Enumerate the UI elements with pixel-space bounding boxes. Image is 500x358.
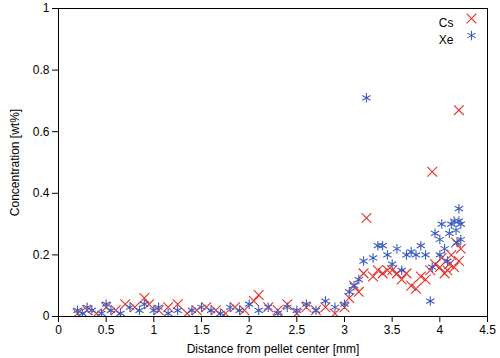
svg-text:2.5: 2.5	[288, 323, 305, 337]
svg-text:1: 1	[150, 323, 157, 337]
svg-text:3.5: 3.5	[384, 323, 401, 337]
svg-text:0.2: 0.2	[33, 248, 50, 262]
svg-text:0: 0	[43, 309, 50, 323]
svg-text:Distance from pellet center [m: Distance from pellet center [mm]	[187, 342, 360, 356]
svg-text:2: 2	[246, 323, 253, 337]
svg-text:0.5: 0.5	[98, 323, 115, 337]
svg-text:3: 3	[341, 323, 348, 337]
svg-text:4.5: 4.5	[479, 323, 496, 337]
svg-text:Cs: Cs	[439, 16, 454, 30]
svg-text:1: 1	[43, 1, 50, 15]
svg-text:1.5: 1.5	[193, 323, 210, 337]
svg-text:0.8: 0.8	[33, 63, 50, 77]
svg-text:Xe: Xe	[439, 33, 454, 47]
svg-text:4: 4	[436, 323, 443, 337]
svg-text:0: 0	[55, 323, 62, 337]
svg-text:0.4: 0.4	[33, 186, 50, 200]
svg-text:0.6: 0.6	[33, 125, 50, 139]
svg-text:Concentration [wt%]: Concentration [wt%]	[8, 109, 22, 216]
